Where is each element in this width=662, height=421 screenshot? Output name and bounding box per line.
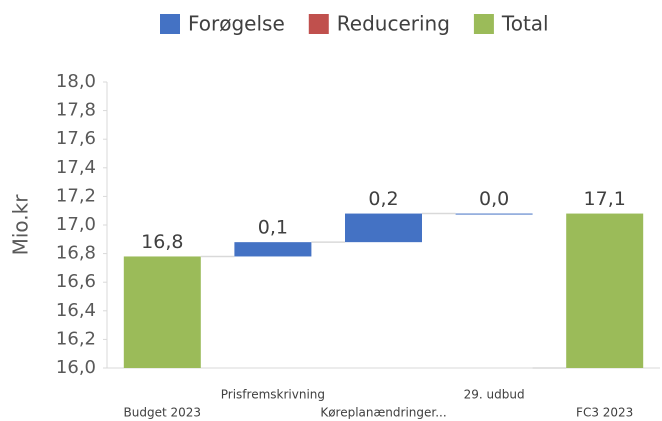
bar <box>123 256 201 368</box>
y-tick-label: 17,2 <box>56 185 96 206</box>
bar <box>234 242 312 257</box>
value-label: 17,1 <box>584 188 626 210</box>
bar <box>345 213 422 243</box>
x-tick-label: Køreplanændringer... <box>320 406 446 420</box>
x-tick-label: FC3 2023 <box>576 406 633 420</box>
y-tick-label: 16,6 <box>56 271 96 292</box>
y-tick-label: 17,6 <box>56 128 96 149</box>
legend-swatch <box>160 14 180 34</box>
legend-swatch <box>473 14 494 34</box>
y-tick-label: 16,8 <box>56 243 96 264</box>
legend-label: Reducering <box>337 12 450 36</box>
y-axis-label: Mio.kr <box>9 194 33 256</box>
y-tick-label: 16,4 <box>56 300 96 321</box>
bar <box>455 213 533 215</box>
value-label: 0,2 <box>368 188 398 210</box>
y-tick-label: 16,0 <box>56 357 96 378</box>
value-label: 0,1 <box>258 217 288 239</box>
legend-label: Forøgelse <box>188 12 285 36</box>
x-tick-label: Prisfremskrivning <box>221 388 325 402</box>
x-tick-label: 29. udbud <box>464 388 525 402</box>
value-label: 16,8 <box>141 231 183 253</box>
bar <box>566 213 644 368</box>
value-label: 0,0 <box>479 188 509 210</box>
x-tick-label: Budget 2023 <box>124 406 202 420</box>
y-tick-label: 17,8 <box>56 100 96 121</box>
legend-swatch <box>308 14 329 34</box>
y-tick-label: 17,4 <box>56 157 96 178</box>
y-tick-label: 17,0 <box>56 214 96 235</box>
legend-label: Total <box>501 12 549 36</box>
y-tick-label: 18,0 <box>56 71 96 92</box>
y-tick-label: 16,2 <box>56 328 96 349</box>
